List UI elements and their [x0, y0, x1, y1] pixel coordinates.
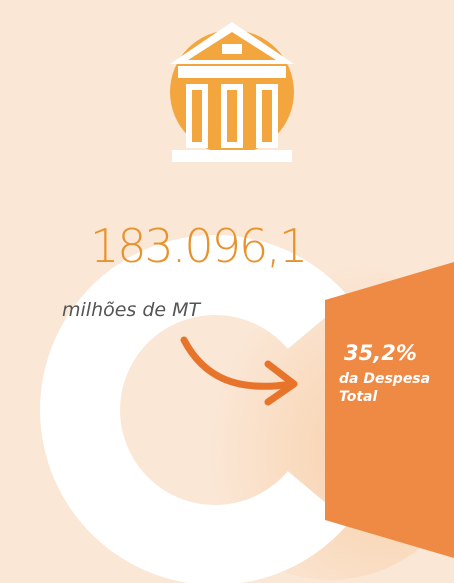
share-caption: da Despesa [339, 371, 430, 387]
share-wedge [325, 262, 454, 558]
unit: milhões de MT [62, 299, 202, 321]
infographic: 183.096,1 milhões de MT 35,2% da Despesa… [0, 0, 454, 583]
share-percent: 35,2% [344, 341, 417, 365]
page: 183.096,1 milhões de MT 35,2% da Despesa… [0, 0, 454, 583]
share-caption: Total [339, 389, 378, 405]
amount: 183.096,1 [90, 219, 306, 273]
